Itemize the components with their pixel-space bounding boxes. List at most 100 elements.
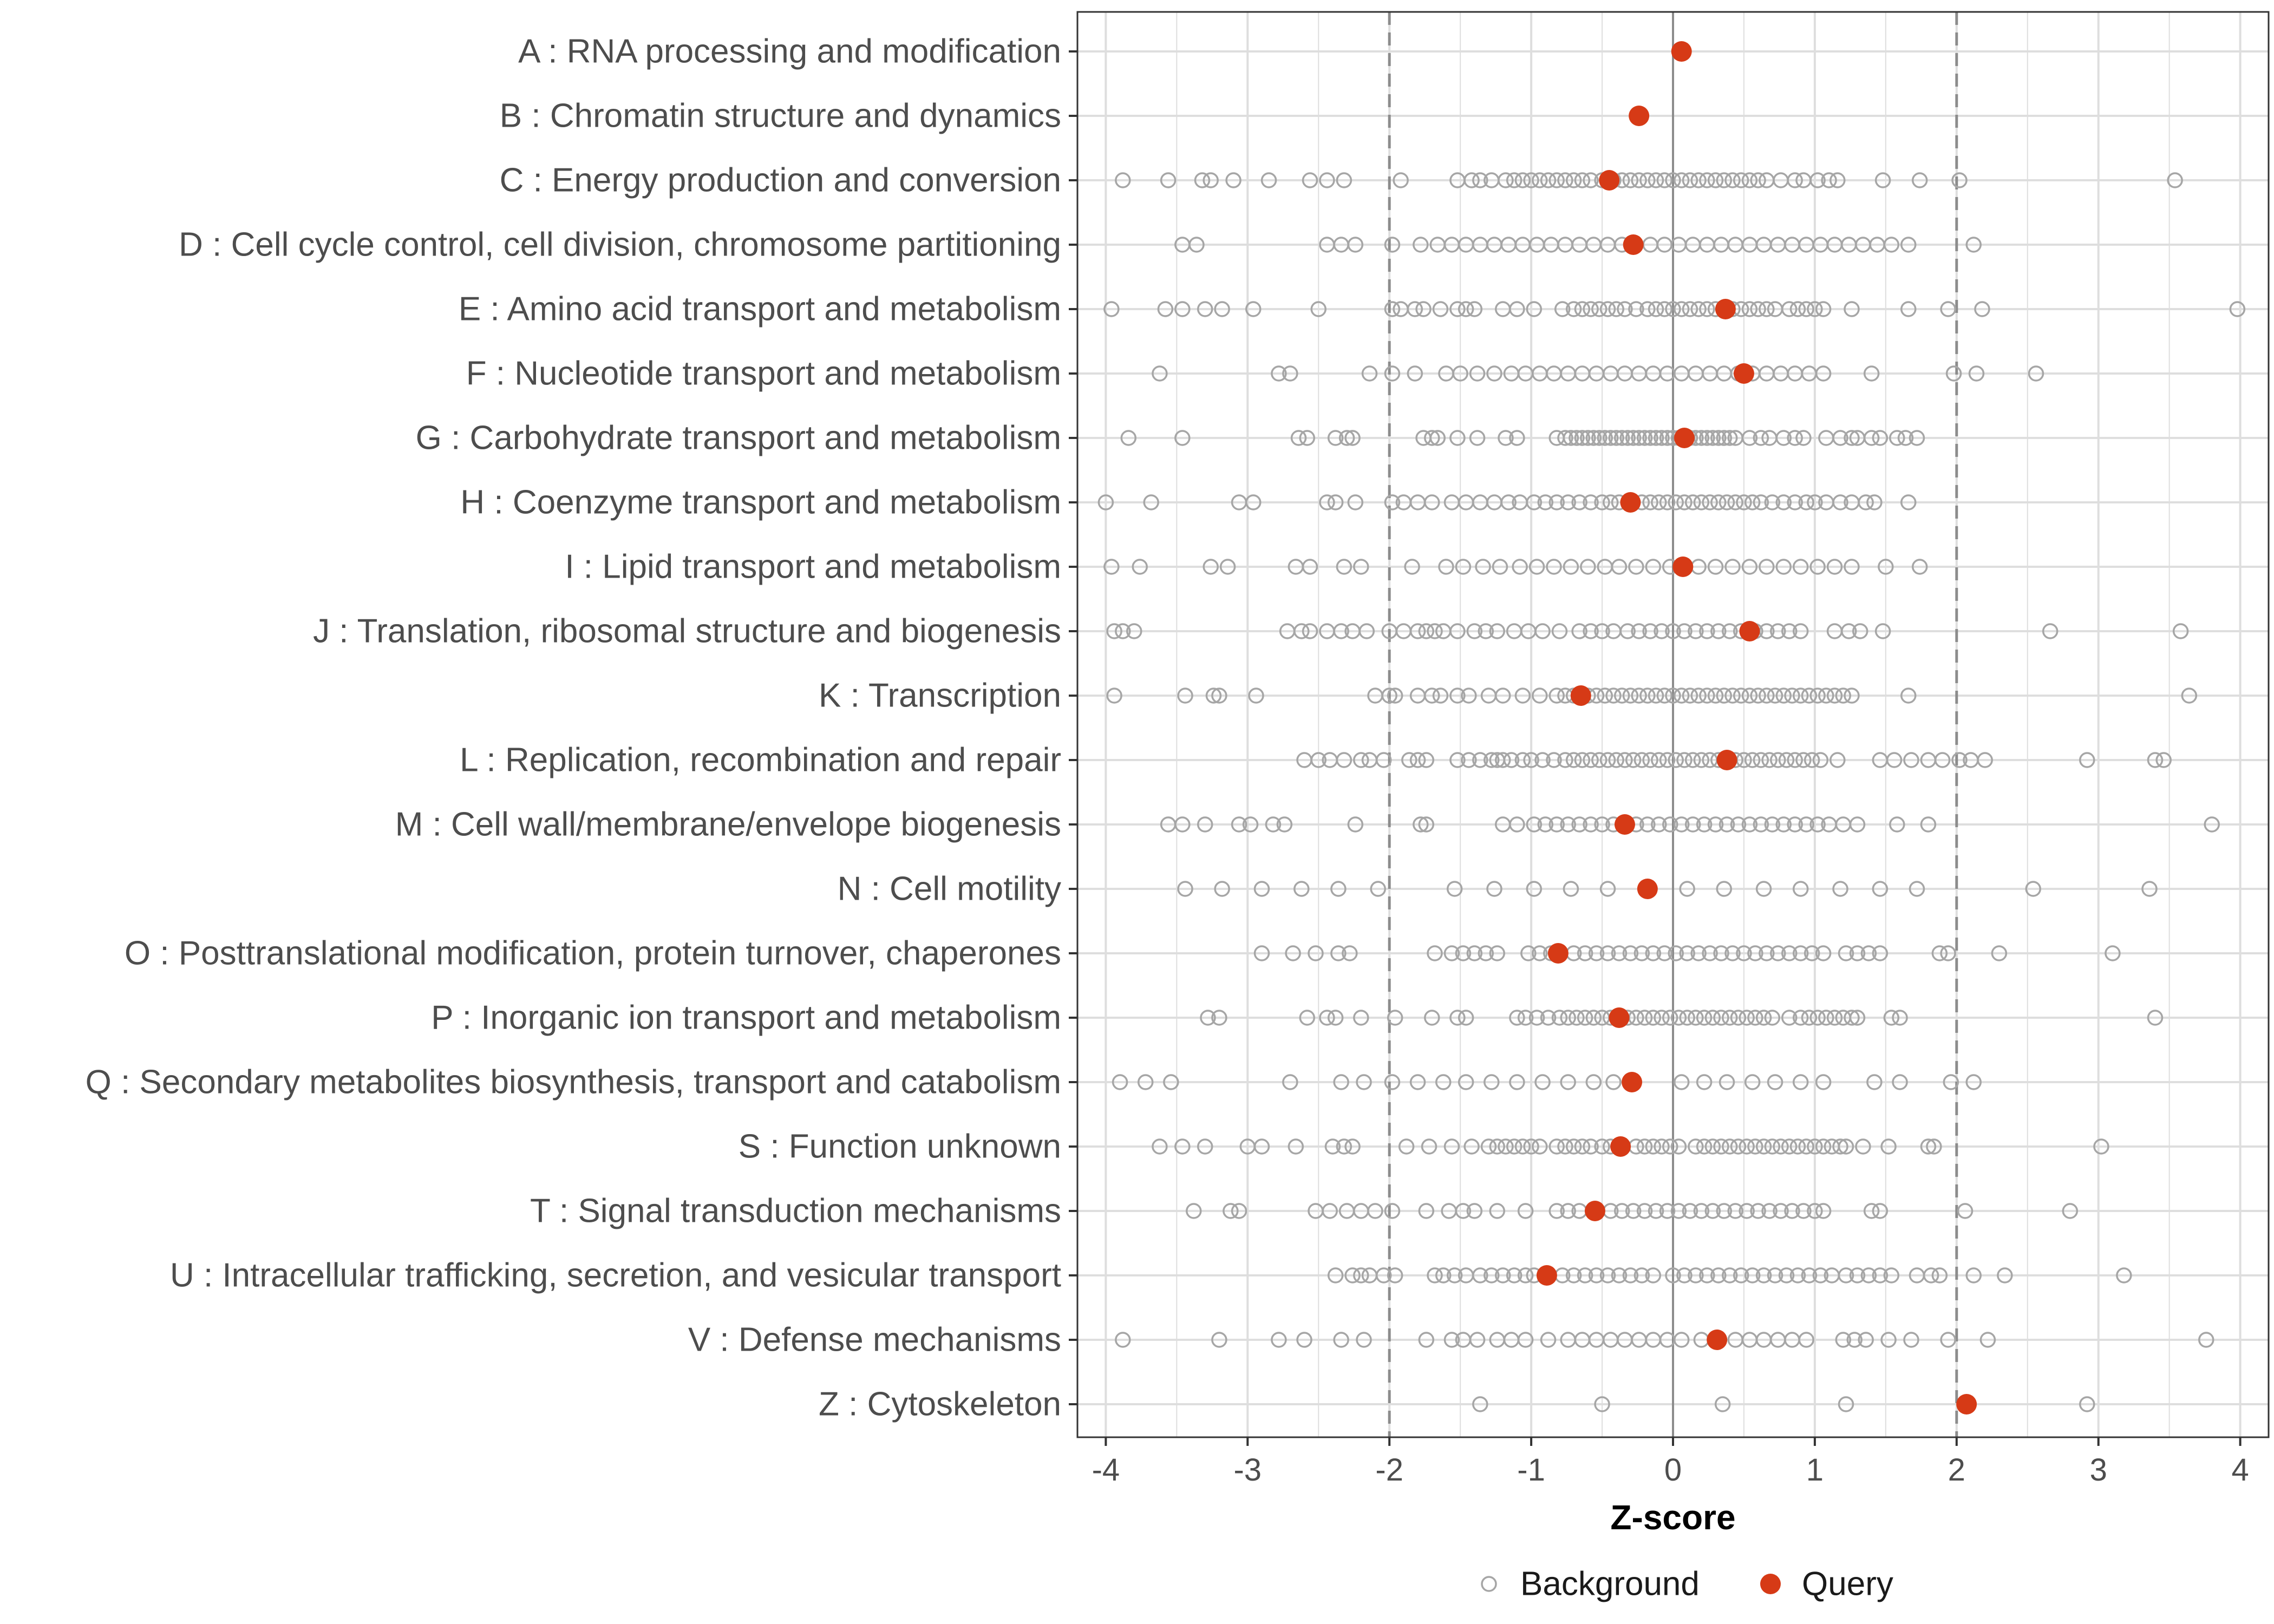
background-point (1503, 752, 1520, 768)
background-point (2062, 1203, 2079, 1219)
category-label: C : Energy production and conversion (500, 162, 1061, 199)
background-point (1597, 430, 1613, 446)
background-point (1909, 881, 1925, 897)
background-point (1889, 430, 1905, 446)
background-point (1821, 172, 1837, 188)
background-point (1585, 1074, 1602, 1090)
background-point (1514, 1138, 1531, 1155)
background-point (1844, 559, 1860, 575)
background-point (2181, 687, 2198, 704)
background-point (1565, 1267, 1582, 1284)
background-point (1415, 301, 1432, 317)
background-point (1863, 365, 1880, 382)
background-point (1798, 1138, 1814, 1155)
background-point (2172, 623, 2189, 639)
background-point (1903, 1332, 1919, 1348)
background-point (1979, 1332, 1996, 1348)
background-point (1844, 430, 1860, 446)
background-point (1583, 301, 1599, 317)
background-point (1554, 301, 1571, 317)
background-point (1327, 1010, 1344, 1026)
background-point (1787, 430, 1803, 446)
category-label: P : Inorganic ion transport and metaboli… (431, 999, 1061, 1037)
background-point (1443, 1138, 1460, 1155)
background-point (1498, 430, 1514, 446)
background-point (1744, 494, 1761, 510)
background-point (1832, 494, 1848, 510)
background-point (1489, 945, 1505, 961)
background-point (1409, 1074, 1426, 1090)
background-point (1574, 172, 1591, 188)
query-point (1599, 170, 1620, 191)
background-point (1356, 1332, 1372, 1348)
background-point (1603, 430, 1619, 446)
category-label: I : Lipid transport and metabolism (565, 548, 1061, 586)
background-point (1333, 1074, 1349, 1090)
background-point (1370, 881, 1386, 897)
background-point (1427, 945, 1443, 961)
background-point (1645, 559, 1662, 575)
background-point (1690, 945, 1707, 961)
background-point (1526, 494, 1543, 510)
background-point (1812, 752, 1829, 768)
background-point (1844, 1010, 1860, 1026)
background-point (1849, 1267, 1866, 1284)
background-point (1832, 1138, 1848, 1155)
background-point (1506, 1138, 1522, 1155)
background-point (1679, 881, 1695, 897)
background-point (1759, 559, 1775, 575)
background-point (1798, 494, 1814, 510)
background-point (1826, 1010, 1843, 1026)
background-point (1463, 172, 1480, 188)
background-point (1858, 494, 1874, 510)
background-point (1509, 1074, 1525, 1090)
background-point (1838, 1267, 1854, 1284)
background-point (1651, 816, 1667, 833)
background-point (1968, 365, 1985, 382)
background-point (1506, 1267, 1522, 1284)
query-points (1536, 41, 1977, 1415)
background-point (1523, 172, 1539, 188)
background-point (1484, 1074, 1500, 1090)
background-point (1707, 816, 1724, 833)
background-point (1696, 1138, 1713, 1155)
background-point (1443, 1332, 1460, 1348)
background-point (1551, 623, 1568, 639)
background-point (1872, 881, 1889, 897)
background-point (1605, 1074, 1622, 1090)
background-point (1656, 172, 1673, 188)
background-point (1577, 1010, 1593, 1026)
background-point (1699, 430, 1715, 446)
background-point (1645, 1010, 1662, 1026)
background-point (1872, 945, 1889, 961)
background-point (1852, 623, 1868, 639)
background-point (1560, 1010, 1576, 1026)
background-point (1815, 1074, 1832, 1090)
background-point (1920, 1138, 1937, 1155)
background-point (1260, 172, 1277, 188)
background-point (1713, 1138, 1729, 1155)
background-point (1886, 752, 1903, 768)
background-point (1798, 1332, 1814, 1348)
background-point (1333, 623, 1349, 639)
background-point (1631, 687, 1647, 704)
background-point (1662, 1138, 1678, 1155)
background-point (1713, 945, 1729, 961)
background-point (1872, 430, 1889, 446)
background-point (1997, 1267, 2013, 1284)
background-point (1753, 494, 1769, 510)
background-point (1673, 687, 1690, 704)
background-point (1288, 1138, 1304, 1155)
background-point (1353, 1267, 1369, 1284)
background-point (1588, 1267, 1605, 1284)
legend-background-marker (1481, 1576, 1497, 1592)
background-point (1722, 1138, 1738, 1155)
background-point (1654, 1138, 1670, 1155)
background-point (1214, 301, 1230, 317)
category-label: M : Cell wall/membrane/envelope biogenes… (395, 806, 1061, 843)
background-point (1807, 301, 1823, 317)
background-point (1807, 494, 1823, 510)
background-point (1965, 1267, 1982, 1284)
x-tick-label: 2 (1948, 1452, 1965, 1488)
background-point (1418, 1203, 1435, 1219)
